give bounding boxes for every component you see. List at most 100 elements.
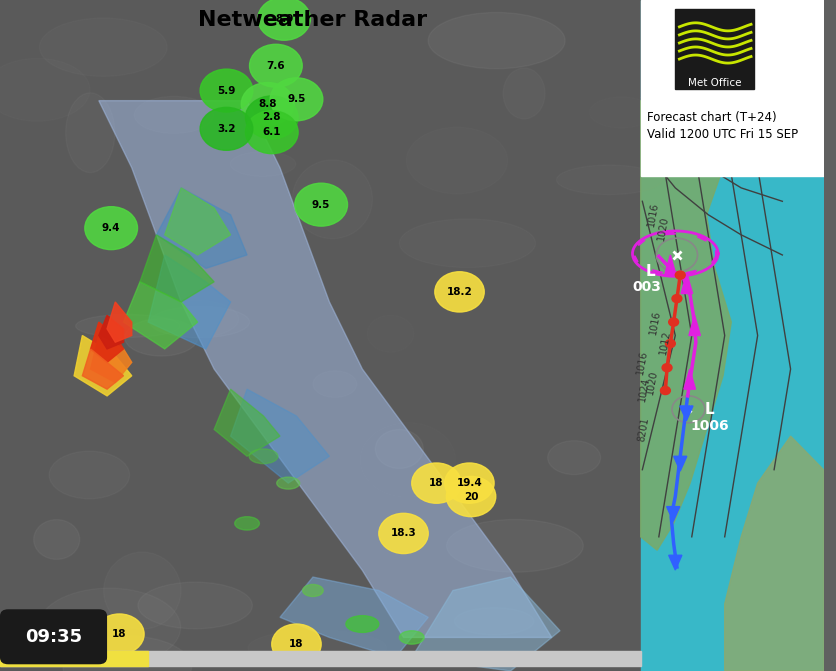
Circle shape: [295, 183, 348, 226]
Text: Netweather Radar: Netweather Radar: [198, 10, 427, 30]
Circle shape: [379, 513, 428, 554]
Polygon shape: [412, 577, 560, 671]
Ellipse shape: [33, 519, 79, 560]
Bar: [640, 0, 823, 671]
Text: 18.3: 18.3: [390, 529, 416, 538]
Bar: [640, 0, 823, 97]
Circle shape: [672, 295, 682, 303]
Polygon shape: [664, 231, 675, 235]
Polygon shape: [165, 188, 231, 255]
Circle shape: [270, 78, 323, 121]
Ellipse shape: [313, 371, 357, 397]
Circle shape: [94, 614, 144, 654]
Ellipse shape: [375, 429, 423, 468]
Circle shape: [246, 96, 298, 139]
Text: L: L: [697, 140, 706, 155]
Circle shape: [662, 364, 672, 372]
Polygon shape: [711, 257, 716, 263]
Text: 18: 18: [429, 478, 444, 488]
Polygon shape: [124, 282, 197, 349]
Text: 8201: 8201: [637, 417, 651, 442]
Circle shape: [257, 0, 310, 40]
Text: 18.2: 18.2: [446, 287, 472, 297]
Text: 1006: 1006: [691, 419, 729, 433]
Ellipse shape: [38, 588, 181, 666]
Text: 1012: 1012: [658, 329, 672, 355]
Circle shape: [84, 207, 138, 250]
Text: 20: 20: [464, 492, 478, 501]
Polygon shape: [90, 322, 124, 362]
Polygon shape: [83, 349, 124, 389]
Polygon shape: [674, 456, 687, 471]
Circle shape: [446, 476, 496, 517]
Polygon shape: [639, 240, 645, 246]
Polygon shape: [689, 315, 701, 336]
Polygon shape: [686, 270, 696, 274]
Polygon shape: [680, 406, 693, 421]
Text: 18: 18: [112, 629, 127, 639]
Text: 1016: 1016: [648, 309, 662, 335]
Ellipse shape: [49, 451, 130, 499]
Polygon shape: [665, 255, 676, 275]
Text: 1020: 1020: [645, 370, 660, 395]
Text: 09:35: 09:35: [25, 628, 82, 646]
Polygon shape: [280, 577, 428, 658]
Text: 3.2: 3.2: [217, 124, 236, 134]
Polygon shape: [107, 302, 132, 342]
Polygon shape: [725, 436, 823, 671]
Ellipse shape: [150, 307, 250, 338]
Ellipse shape: [235, 517, 259, 530]
Text: Met Office: Met Office: [688, 79, 742, 88]
Circle shape: [435, 272, 484, 312]
Circle shape: [272, 624, 321, 664]
Ellipse shape: [548, 441, 600, 474]
Bar: [675, 9, 753, 89]
Ellipse shape: [249, 449, 278, 464]
Text: 5.9: 5.9: [217, 86, 236, 95]
Text: L: L: [645, 264, 655, 279]
Polygon shape: [684, 369, 696, 389]
Text: 9.5: 9.5: [288, 95, 306, 104]
Circle shape: [200, 107, 252, 150]
Text: 1016: 1016: [635, 350, 650, 375]
Text: L: L: [705, 402, 715, 417]
Bar: [0, 0, 640, 671]
Circle shape: [665, 340, 675, 348]
Ellipse shape: [428, 13, 565, 68]
Ellipse shape: [277, 477, 300, 489]
Text: 003: 003: [633, 280, 662, 294]
Text: 1016: 1016: [646, 202, 660, 227]
Ellipse shape: [134, 97, 213, 134]
Bar: [640, 97, 823, 176]
Text: 18: 18: [289, 639, 303, 649]
Circle shape: [249, 44, 303, 87]
Polygon shape: [140, 235, 214, 302]
Ellipse shape: [303, 584, 324, 597]
Polygon shape: [640, 67, 740, 550]
Text: 7.6: 7.6: [267, 61, 285, 70]
Circle shape: [669, 318, 679, 326]
Text: 8.8: 8.8: [258, 99, 277, 109]
Text: Forecast chart (T+24): Forecast chart (T+24): [647, 111, 777, 124]
Ellipse shape: [138, 582, 252, 629]
Polygon shape: [669, 556, 682, 570]
Circle shape: [660, 386, 670, 395]
Ellipse shape: [455, 608, 534, 635]
Circle shape: [675, 271, 686, 279]
Ellipse shape: [75, 315, 181, 338]
Ellipse shape: [230, 152, 296, 176]
Text: 6.1: 6.1: [263, 127, 281, 137]
Circle shape: [445, 463, 494, 503]
Bar: [0, 651, 148, 666]
Polygon shape: [99, 101, 552, 637]
Ellipse shape: [104, 552, 181, 629]
Polygon shape: [148, 255, 231, 349]
Circle shape: [246, 111, 298, 154]
Text: 8.9: 8.9: [275, 14, 293, 23]
Ellipse shape: [293, 160, 373, 239]
Circle shape: [242, 83, 294, 125]
Ellipse shape: [63, 636, 191, 671]
Polygon shape: [681, 274, 692, 294]
Polygon shape: [716, 250, 718, 257]
Text: 1020: 1020: [656, 215, 670, 241]
